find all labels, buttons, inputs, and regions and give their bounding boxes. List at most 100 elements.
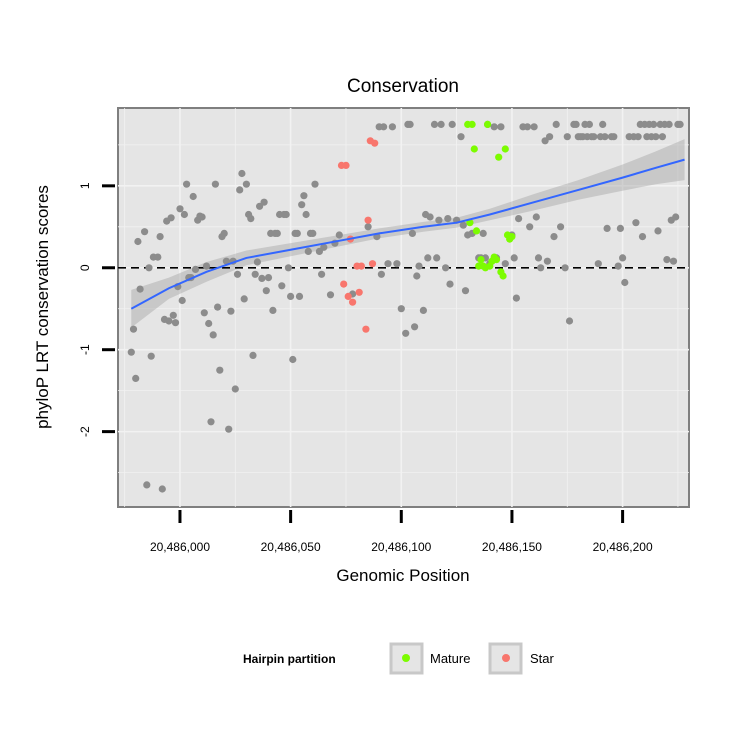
data-point-other	[594, 260, 602, 268]
data-point-other	[214, 303, 222, 311]
data-point-other	[318, 270, 326, 278]
data-point-other	[565, 317, 574, 325]
x-axis: 20,486,000 20,486,050 20,486,100 20,486,150…	[150, 510, 653, 554]
data-point-other	[543, 257, 552, 265]
data-point-other	[459, 221, 467, 229]
data-point-other	[145, 264, 153, 272]
data-point-other	[654, 227, 662, 235]
data-point-other	[227, 307, 235, 315]
data-point-other	[388, 123, 396, 131]
data-point-other	[134, 237, 142, 246]
data-point-other	[251, 270, 259, 278]
data-point-other	[233, 270, 242, 278]
data-point-other	[178, 296, 186, 305]
data-point-other	[191, 265, 200, 273]
series-other	[127, 120, 684, 493]
data-point-other	[550, 233, 558, 241]
data-point-other	[426, 213, 434, 221]
grid-lines	[118, 108, 689, 507]
data-point-other	[238, 169, 246, 178]
data-point-other	[282, 210, 290, 219]
smooth-line	[130, 158, 685, 310]
data-point-other	[546, 133, 554, 141]
data-point-other	[534, 254, 543, 262]
data-point-other	[672, 213, 680, 221]
data-point-other	[264, 274, 273, 282]
data-point-other	[652, 133, 660, 141]
data-point-other	[202, 262, 211, 270]
data-point-other	[278, 282, 286, 290]
data-point-other	[663, 256, 671, 264]
data-point-other	[167, 214, 175, 222]
data-point-other	[132, 374, 140, 382]
data-point-star	[371, 139, 379, 147]
data-point-other	[585, 120, 594, 128]
data-point-other	[650, 120, 658, 128]
data-point-other	[523, 123, 532, 131]
smooth-confidence-band	[131, 139, 685, 328]
data-point-other	[171, 319, 180, 327]
data-point-other	[497, 123, 505, 131]
data-point-other	[665, 120, 673, 128]
data-point-mature	[484, 120, 492, 128]
data-point-mature	[501, 145, 509, 153]
data-point-other	[402, 329, 410, 337]
data-point-other	[512, 294, 521, 302]
data-point-other	[183, 180, 191, 188]
data-point-mature	[492, 256, 501, 264]
smooth-trend-line	[130, 158, 685, 310]
data-point-other	[435, 216, 443, 224]
y-axis-title: phyloP LRT conservation scores	[33, 185, 52, 429]
data-point-other	[127, 348, 135, 356]
data-point-other	[634, 133, 642, 141]
data-point-other	[169, 311, 177, 319]
data-point-other	[619, 254, 627, 262]
data-point-other	[309, 229, 317, 237]
data-point-mature	[495, 153, 503, 161]
data-point-other	[129, 325, 138, 333]
data-point-other	[563, 133, 571, 141]
data-point-other	[433, 254, 441, 262]
data-point-other	[557, 223, 565, 231]
data-point-star	[342, 161, 350, 169]
data-point-other	[258, 274, 266, 282]
data-point-other	[461, 287, 470, 295]
data-point-other	[411, 323, 419, 331]
data-point-star	[340, 280, 348, 288]
data-point-other	[211, 180, 219, 188]
data-point-other	[479, 229, 487, 237]
data-point-other	[437, 120, 445, 128]
y-tick-label: -1	[78, 344, 92, 355]
data-point-other	[247, 215, 255, 223]
data-point-other	[442, 264, 450, 272]
data-point-other	[141, 228, 149, 236]
data-point-other	[262, 287, 270, 295]
data-point-other	[526, 223, 534, 231]
data-point-other	[590, 133, 598, 141]
legend-key-mature-dot	[402, 654, 410, 662]
y-axis: -2 -1 0 1	[78, 182, 115, 437]
data-point-other	[444, 215, 452, 223]
series-mature	[464, 120, 516, 280]
data-point-other	[236, 186, 244, 194]
data-point-other	[676, 120, 684, 128]
data-point-other	[154, 253, 162, 261]
data-point-other	[207, 418, 215, 426]
data-point-other	[419, 306, 427, 314]
data-point-other	[326, 291, 335, 299]
y-tick-label: -2	[78, 426, 92, 437]
legend-label-star: Star	[530, 651, 555, 666]
data-point-other	[320, 243, 328, 251]
data-point-other	[601, 133, 609, 141]
data-point-mature	[508, 233, 516, 241]
data-point-other	[515, 215, 523, 223]
data-point-other	[603, 224, 611, 232]
data-point-other	[198, 213, 206, 221]
data-point-other	[269, 306, 277, 314]
data-point-other	[249, 351, 257, 359]
data-point-other	[289, 355, 297, 364]
data-point-other	[415, 262, 423, 270]
data-point-star	[357, 262, 365, 270]
data-point-other	[457, 133, 465, 141]
x-tick-label: 20,486,100	[371, 540, 431, 554]
